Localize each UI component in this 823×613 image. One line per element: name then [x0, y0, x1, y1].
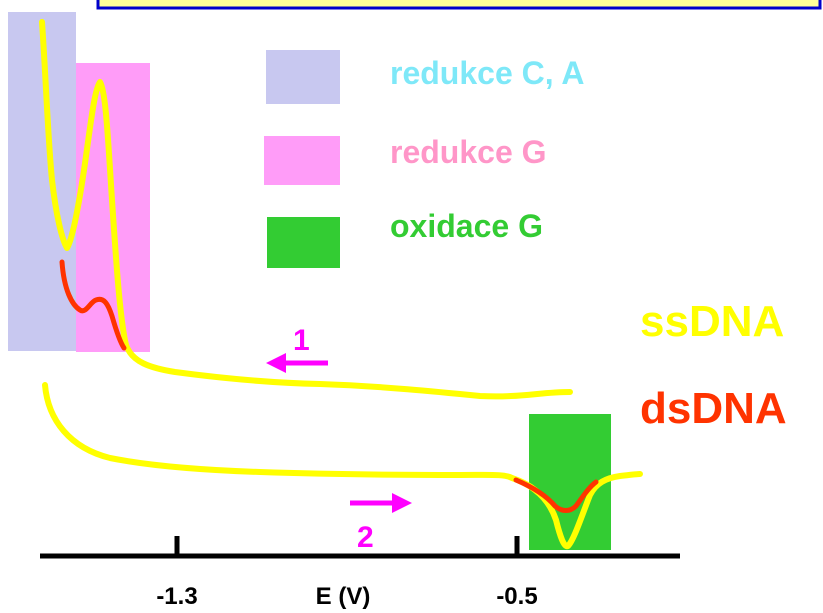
ssdna-anodic-curve: [42, 382, 643, 550]
x-axis-label: E (V): [316, 583, 371, 610]
dsdna-anodic-curve: [513, 477, 599, 513]
legend-label-oxidation-g: oxidace G: [390, 208, 543, 244]
scan-arrow-2: [350, 493, 412, 513]
x-tick-label-1: -1.3: [156, 583, 197, 610]
curve-label-ssdna: ssDNA: [640, 297, 784, 346]
legend-swatch-reduction-g: [264, 136, 340, 185]
x-tick-label-2: -0.5: [496, 583, 537, 610]
legend-label-reduction-ca: redukce C, A: [390, 55, 584, 91]
dsdna-cathodic-curve: [59, 259, 127, 351]
scan-arrow-1: [266, 353, 328, 373]
ssdna-cathodic-curve: [39, 19, 573, 400]
title-box: [96, 0, 822, 10]
legend-label-reduction-g: redukce G: [390, 134, 547, 170]
curve-label-dsdna: dsDNA: [640, 384, 787, 433]
scan-arrow-2-label: 2: [357, 521, 374, 554]
scan-arrow-1-label: 1: [293, 324, 310, 357]
legend-swatch-oxidation-g: [267, 217, 340, 268]
legend-swatch-reduction-ca: [266, 50, 340, 104]
